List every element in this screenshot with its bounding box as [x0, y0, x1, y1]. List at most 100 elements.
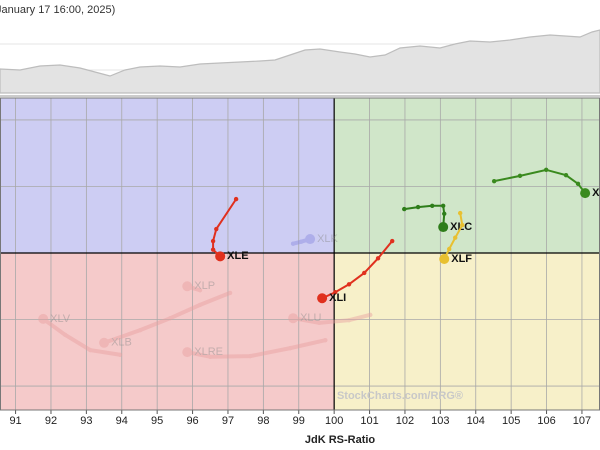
date-text: January 17 16:00, 2025) [0, 4, 115, 16]
series-label: XLRE [194, 346, 223, 358]
tail-point [453, 235, 458, 240]
series-label: XLE [227, 250, 248, 262]
tail-point [210, 247, 216, 252]
tail-line [102, 290, 233, 345]
tail-point [368, 312, 373, 318]
tail-line [403, 204, 446, 229]
tail-point [402, 206, 407, 212]
tail-point [415, 204, 421, 210]
tail-point [346, 317, 352, 323]
series-label: XLV [50, 313, 71, 325]
tail-group: XLV [38, 313, 123, 357]
tail-point [191, 286, 196, 291]
tail-head [99, 337, 110, 348]
series-label: XLI [329, 292, 346, 304]
tail-group: XLY [491, 167, 600, 199]
x-tick-label: 97 [222, 415, 234, 427]
tail-point [575, 181, 581, 187]
tail-point [333, 290, 338, 295]
x-tick-label: 107 [573, 415, 591, 427]
tail-point [430, 203, 435, 208]
x-tick-label: 100 [325, 415, 343, 427]
tail-point [214, 226, 219, 232]
tail-point [137, 327, 143, 333]
series-label: XLF [451, 253, 472, 265]
tail-point [323, 337, 328, 343]
tail-point [290, 241, 296, 246]
tail-group: XLB [99, 290, 233, 349]
tail-head [438, 222, 449, 233]
x-tick-label: 95 [151, 415, 163, 427]
tail-group: XLI [317, 238, 395, 304]
tail-point [317, 320, 322, 326]
tail-point [299, 239, 304, 244]
tail-point [375, 256, 381, 261]
tail-line [41, 316, 122, 357]
x-tick-label: 105 [502, 415, 520, 427]
tail-point [88, 347, 93, 353]
x-tick-label: 101 [360, 415, 378, 427]
tail-head [215, 251, 226, 262]
tail-head [38, 313, 49, 324]
tail-point [168, 315, 173, 321]
quadrant-top-left [0, 98, 335, 254]
tail-point [346, 282, 352, 287]
tail-head [317, 293, 328, 304]
tail-line [185, 338, 328, 359]
tail-head [182, 347, 193, 358]
tail-group: XLK [290, 233, 339, 246]
tail-point [440, 203, 446, 208]
x-tick-label: 94 [116, 415, 128, 427]
x-tick-label: 99 [293, 415, 305, 427]
x-tick-label: 98 [257, 415, 269, 427]
tail-head [439, 253, 450, 264]
tail-point [442, 211, 447, 216]
tail-head [580, 188, 591, 199]
tail-head [182, 281, 193, 292]
series-label: XLY [592, 187, 600, 199]
quadrant-top-right [334, 98, 600, 254]
tail-point [491, 178, 497, 184]
tail-point [390, 238, 395, 244]
tail-point [288, 345, 293, 351]
series-label: XLU [300, 312, 321, 324]
tail-point [248, 353, 253, 359]
tail-point [117, 352, 123, 357]
x-tick-label: 104 [467, 415, 485, 427]
tail-point [233, 196, 239, 202]
tail-group: XLF [439, 210, 472, 265]
x-tick-label: 102 [396, 415, 414, 427]
tail-line [321, 240, 394, 300]
tail-point [227, 290, 233, 296]
tail-point [563, 172, 569, 178]
x-tick-label: 96 [186, 415, 198, 427]
series-label: XLB [111, 337, 132, 349]
tail-head [288, 313, 299, 324]
tail-group: XLE [210, 196, 249, 262]
benchmark-area [0, 29, 600, 94]
tail-point [210, 238, 216, 244]
tail-line [185, 284, 202, 293]
tail-point [457, 210, 463, 216]
x-tick-label: 93 [80, 415, 92, 427]
tail-point [62, 332, 68, 338]
benchmark-panel [0, 29, 600, 94]
tail-line [291, 237, 313, 246]
tail-line [291, 312, 373, 325]
tail-point [543, 167, 549, 173]
tail-group: XLRE [182, 337, 328, 359]
x-tick-label: 106 [537, 415, 555, 427]
tail-point [197, 302, 203, 308]
tail-point [460, 222, 465, 228]
quadrant-bottom-right [334, 253, 600, 410]
x-tick-label: 91 [9, 415, 21, 427]
tail-group: XLP [182, 280, 215, 293]
tail-point [197, 288, 203, 293]
x-axis-label: JdK RS-Ratio [305, 434, 376, 446]
tail-point [208, 354, 213, 359]
tail-point [517, 173, 523, 179]
tail-point [447, 246, 452, 252]
watermark: StockCharts.com/RRG® [337, 390, 463, 402]
